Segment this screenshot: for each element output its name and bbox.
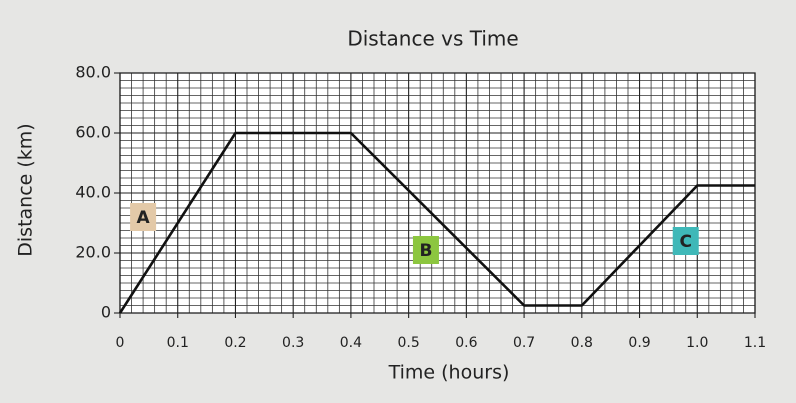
y-tick-label: 60.0 [75,123,111,142]
x-tick-label: 0.3 [282,335,304,351]
y-tick-label: 80.0 [75,63,111,82]
y-axis-label: Distance (km) [15,123,37,256]
x-tick-label: 0.8 [571,335,593,351]
y-tick-label: 20.0 [75,243,111,262]
x-tick-label: 0 [116,335,125,351]
x-tick-label: 0.4 [340,335,362,351]
x-tick-label: 1.0 [686,335,708,351]
annotation-label: A [137,208,151,228]
x-tick-label: 0.1 [167,335,189,351]
x-tick-label: 0.7 [513,335,535,351]
annotation-box [672,227,699,255]
annotation-label: C [679,232,691,252]
x-tick-label: 0.6 [455,335,477,351]
annotation-box [412,236,439,264]
annotation-box [130,203,157,231]
x-tick-label: 0.2 [224,335,246,351]
annotation-label: B [419,241,432,261]
y-tick-label: 0 [101,303,111,322]
chart-title: Distance vs Time [347,27,518,51]
x-tick-label: 0.9 [628,335,650,351]
x-tick-label: 0.5 [398,335,420,351]
x-axis-label: Time (hours) [388,362,510,384]
plot-border [119,72,756,314]
y-tick-label: 40.0 [75,183,111,202]
x-tick-label: 1.1 [744,335,766,351]
data-line [118,131,755,314]
